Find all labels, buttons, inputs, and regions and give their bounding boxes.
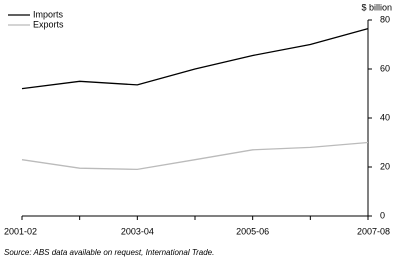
x-tick-label: 2001-02 bbox=[4, 226, 37, 236]
series-line bbox=[21, 27, 369, 90]
y-tick-label: 60 bbox=[380, 63, 390, 73]
source-note: Source: ABS data available on request, I… bbox=[4, 248, 214, 257]
y-tick-label: 40 bbox=[380, 112, 390, 122]
series-line bbox=[21, 141, 369, 171]
x-tick-label: 2007-08 bbox=[357, 226, 390, 236]
y-tick-label: 0 bbox=[380, 210, 385, 220]
legend-label: Imports bbox=[33, 9, 64, 19]
legend-label: Exports bbox=[33, 19, 64, 29]
y-tick-label: 20 bbox=[380, 161, 390, 171]
y-tick-label: 80 bbox=[380, 14, 390, 24]
y-axis-label: $ billion bbox=[361, 2, 392, 12]
x-tick-label: 2005-06 bbox=[236, 226, 269, 236]
x-tick-label: 2003-04 bbox=[121, 226, 154, 236]
